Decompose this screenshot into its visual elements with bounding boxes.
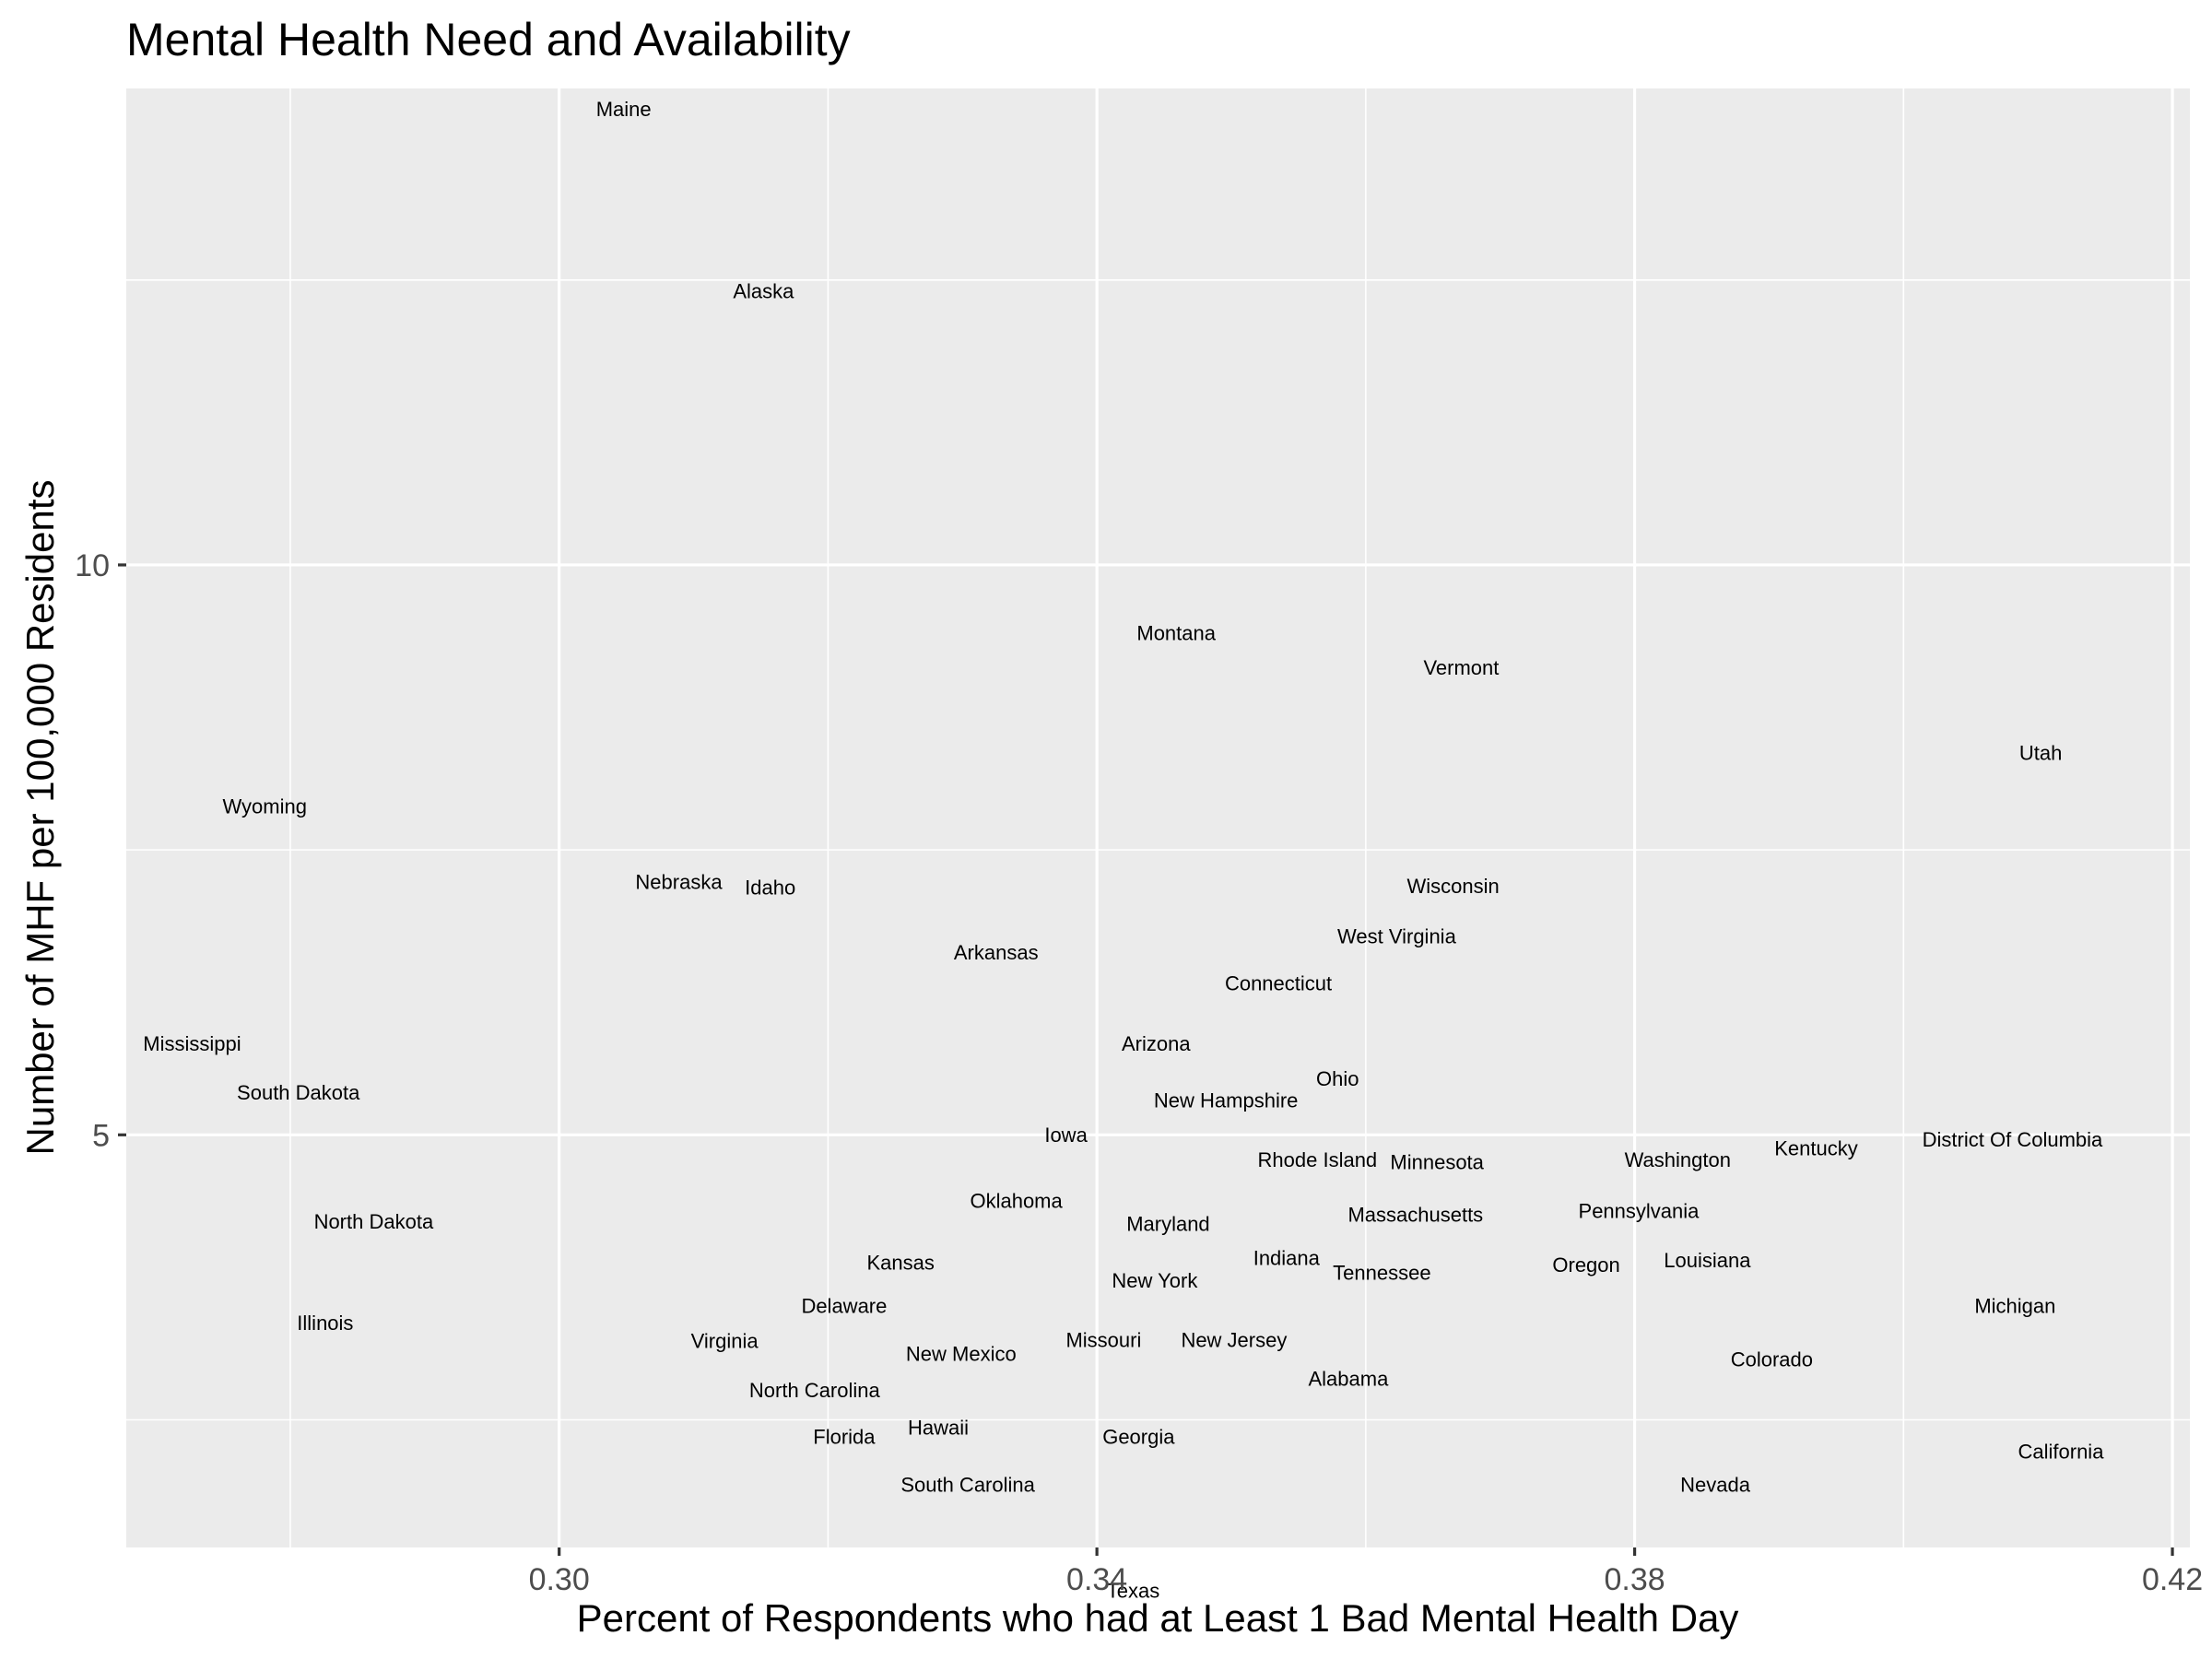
plot-panel [126, 88, 2190, 1547]
point-label: New Hampshire [1154, 1089, 1299, 1112]
point-label: Mississippi [143, 1032, 241, 1055]
point-label: Idaho [745, 876, 795, 899]
point-label: Maine [596, 98, 652, 121]
point-label: Massachusetts [1347, 1203, 1483, 1226]
point-label: Minnesota [1390, 1150, 1484, 1173]
x-axis-title: Percent of Respondents who had at Least … [577, 1596, 1739, 1640]
point-label: Michigan [1974, 1294, 2055, 1317]
point-label: Illinois [297, 1312, 353, 1335]
point-label: Arkansas [954, 941, 1039, 964]
major-gridlines [126, 88, 2190, 1547]
point-label: New York [1112, 1269, 1198, 1292]
point-label: Alabama [1308, 1367, 1389, 1390]
point-label: Hawaii [908, 1417, 969, 1440]
point-label: Pennsylvania [1579, 1200, 1700, 1223]
point-label: Montana [1136, 622, 1216, 645]
point-label: South Carolina [900, 1473, 1035, 1496]
x-tick-label: 0.42 [2142, 1562, 2203, 1597]
point-label: Vermont [1423, 656, 1499, 679]
point-label: Washington [1625, 1148, 1731, 1171]
x-axis: 0.30 0.34 0.38 0.42 [529, 1547, 2203, 1597]
point-label: Maryland [1126, 1212, 1209, 1235]
point-label: Kansas [866, 1251, 934, 1274]
point-label: Ohio [1316, 1067, 1359, 1090]
point-label: Indiana [1253, 1246, 1321, 1269]
point-label: Texas [1107, 1579, 1159, 1602]
point-label: Iowa [1044, 1124, 1088, 1147]
point-label: Oregon [1552, 1253, 1619, 1277]
y-tick-label: 10 [75, 548, 110, 583]
point-label: West Virginia [1337, 925, 1457, 948]
x-tick-label: 0.38 [1604, 1562, 1665, 1597]
point-label: New Jersey [1181, 1328, 1287, 1351]
point-label: Georgia [1102, 1426, 1175, 1449]
point-label: Nevada [1680, 1473, 1751, 1496]
point-label: Oklahoma [970, 1190, 1063, 1213]
y-axis-title: Number of MHF per 100,000 Residents [18, 479, 62, 1155]
point-label: New Mexico [906, 1342, 1017, 1365]
y-tick-label: 5 [92, 1118, 110, 1153]
point-label: South Dakota [237, 1081, 360, 1104]
chart-title: Mental Health Need and Availability [126, 14, 851, 65]
minor-gridlines [126, 88, 2190, 1547]
point-label: Florida [813, 1426, 876, 1449]
point-label: Connecticut [1225, 971, 1332, 994]
point-label: Virginia [691, 1330, 759, 1353]
x-tick-label: 0.34 [1066, 1562, 1127, 1597]
point-label: Rhode Island [1258, 1148, 1378, 1171]
point-label: Alaska [733, 280, 794, 303]
point-label: Kentucky [1774, 1137, 1858, 1160]
point-label: Missouri [1065, 1328, 1141, 1351]
point-label: North Dakota [314, 1210, 434, 1233]
point-label: Nebraska [635, 870, 723, 893]
point-label: Arizona [1122, 1032, 1191, 1055]
point-label: Colorado [1731, 1347, 1813, 1371]
point-labels: Maine Alaska Montana Vermont Utah Wyoming Nebr… [143, 98, 2104, 1603]
point-label: Louisiana [1664, 1249, 1751, 1272]
x-tick-label: 0.30 [529, 1562, 590, 1597]
y-axis: 5 10 [75, 548, 126, 1153]
point-label: Wyoming [222, 795, 307, 818]
point-label: California [2018, 1441, 2105, 1464]
point-label: Tennessee [1333, 1261, 1430, 1284]
point-label: Wisconsin [1407, 875, 1500, 898]
point-label: Delaware [801, 1294, 887, 1317]
point-label: North Carolina [749, 1379, 881, 1402]
point-label: Utah [2019, 742, 2062, 765]
point-label: District Of Columbia [1923, 1128, 2103, 1151]
